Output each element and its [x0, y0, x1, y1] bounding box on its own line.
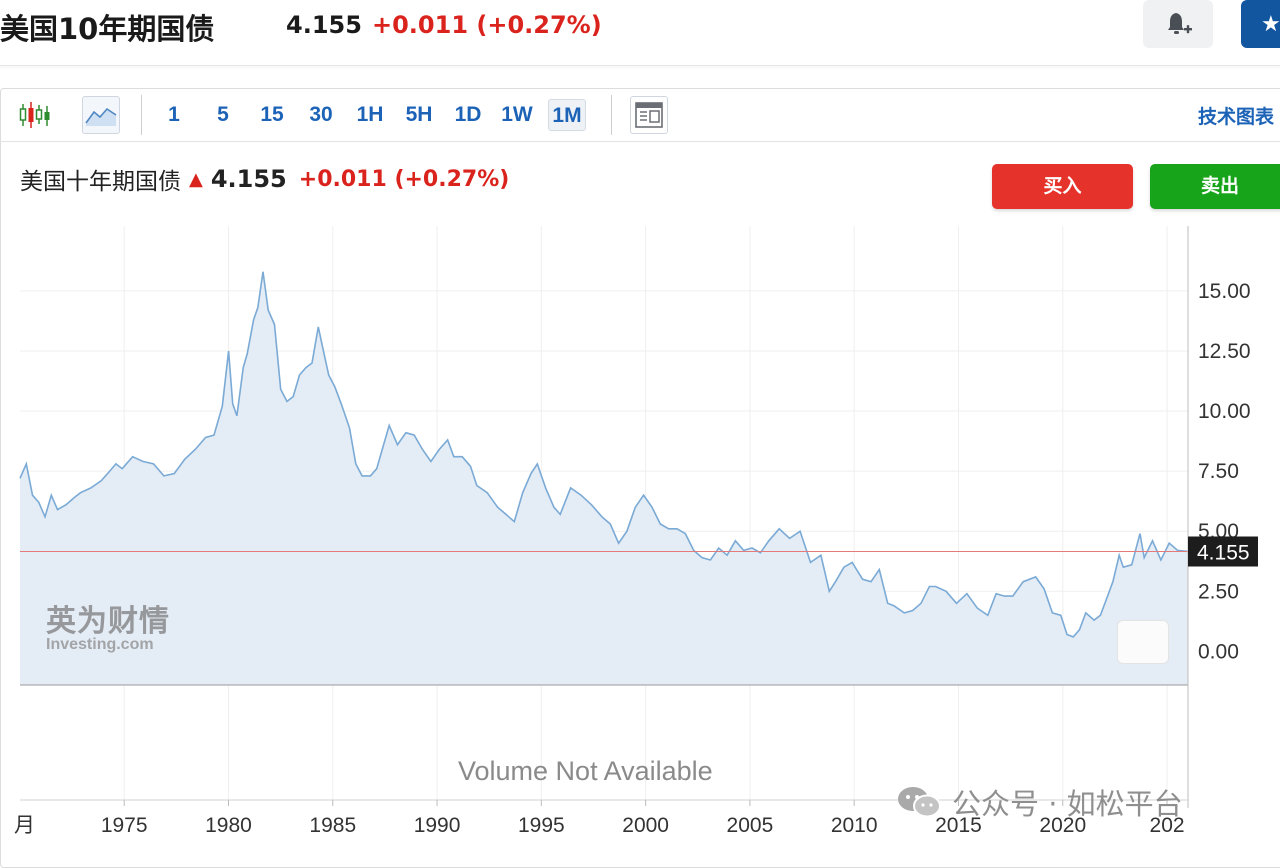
y-tick-label: 15.00 [1198, 280, 1251, 303]
interval-1h[interactable]: 1H [356, 103, 384, 126]
volume-not-available: Volume Not Available [458, 756, 713, 786]
x-tick-label: 1975 [101, 814, 148, 837]
y-tick-label: 12.50 [1198, 340, 1251, 363]
current-price-label: 4.155 [1197, 542, 1250, 565]
add-alert-button[interactable] [1143, 0, 1213, 48]
chart-legend: 美国十年期国债 ▲ 4.155 +0.011 (+0.27%) [20, 164, 510, 195]
x-tick-label: 月 [14, 814, 35, 837]
investing-watermark: 英为财情 Investing.com [46, 596, 170, 654]
legend-change: +0.011 (+0.27%) [298, 166, 510, 192]
legend-price: 4.155 [210, 165, 287, 193]
interval-1[interactable]: 1 [168, 103, 180, 126]
wechat-icon [896, 784, 942, 820]
toolbar-divider [611, 95, 612, 135]
x-tick-label: 1985 [309, 814, 356, 837]
layout-panel-icon[interactable] [630, 96, 668, 134]
x-tick-label: 1990 [414, 814, 461, 837]
legend-name: 美国十年期国债 [20, 169, 181, 195]
instrument-title: 美国10年期国债 [0, 12, 215, 46]
current-price-box [1188, 536, 1258, 567]
star-icon: ★ [1261, 11, 1280, 37]
x-tick-label: 2015 [935, 814, 982, 837]
chart-corner-button[interactable] [1117, 620, 1169, 664]
chart-toolbar [0, 88, 1280, 142]
interval-30[interactable]: 30 [309, 103, 333, 126]
layout-panel-glyph [635, 102, 663, 128]
interval-1w[interactable]: 1W [501, 103, 533, 126]
sell-button[interactable]: 卖出 [1150, 164, 1280, 209]
instrument-price: 4.155 [286, 11, 362, 39]
interval-5h[interactable]: 5H [405, 103, 433, 126]
candlestick-icon[interactable] [16, 96, 54, 134]
y-tick-label: 7.50 [1198, 460, 1239, 483]
series-line [19, 271, 1189, 638]
interval-15[interactable]: 15 [260, 103, 284, 126]
technical-charts-link[interactable]: 技术图表 [1197, 106, 1274, 128]
x-tick-label: 202 [1150, 814, 1185, 837]
y-tick-label: 2.50 [1198, 580, 1239, 603]
x-tick-label: 2010 [831, 814, 878, 837]
instrument-header: 美国10年期国债 4.155 +0.011 (+0.27%) ★ [0, 0, 1280, 66]
interval-1d[interactable]: 1D [454, 103, 482, 126]
instrument-change: +0.011 (+0.27%) [372, 11, 602, 39]
candlestick-glyph [19, 102, 50, 128]
interval-5[interactable]: 5 [217, 103, 229, 126]
up-arrow-icon: ▲ [189, 168, 203, 190]
area-chart-icon[interactable] [82, 96, 120, 134]
y-tick-label: 10.00 [1198, 400, 1251, 423]
watermark-en: Investing.com [46, 636, 154, 653]
interval-1m[interactable]: 1M [548, 99, 586, 131]
y-tick-label: 0.00 [1198, 640, 1239, 663]
x-axis-ticks: 月 1975 1980 1985 1990 1995 2000 2005 2010 2015 202… [14, 800, 1185, 837]
wechat-watermark: 公众号 · 如松平台 [896, 780, 1183, 824]
toolbar-divider [141, 95, 142, 135]
watermark-cn: 英为财情 [46, 604, 170, 639]
watchlist-star-button[interactable]: ★ [1241, 0, 1280, 48]
bell-plus-icon [1168, 13, 1192, 34]
x-tick-label: 1995 [518, 814, 565, 837]
area-chart-glyph [85, 107, 117, 126]
buy-button[interactable]: 买入 [992, 164, 1133, 209]
x-tick-label: 2000 [622, 814, 669, 837]
x-tick-label: 2005 [727, 814, 774, 837]
series-area [20, 271, 1188, 685]
wechat-text: 公众号 · 如松平台 [952, 787, 1183, 821]
x-tick-label: 1980 [205, 814, 252, 837]
x-tick-label: 2020 [1039, 814, 1086, 837]
